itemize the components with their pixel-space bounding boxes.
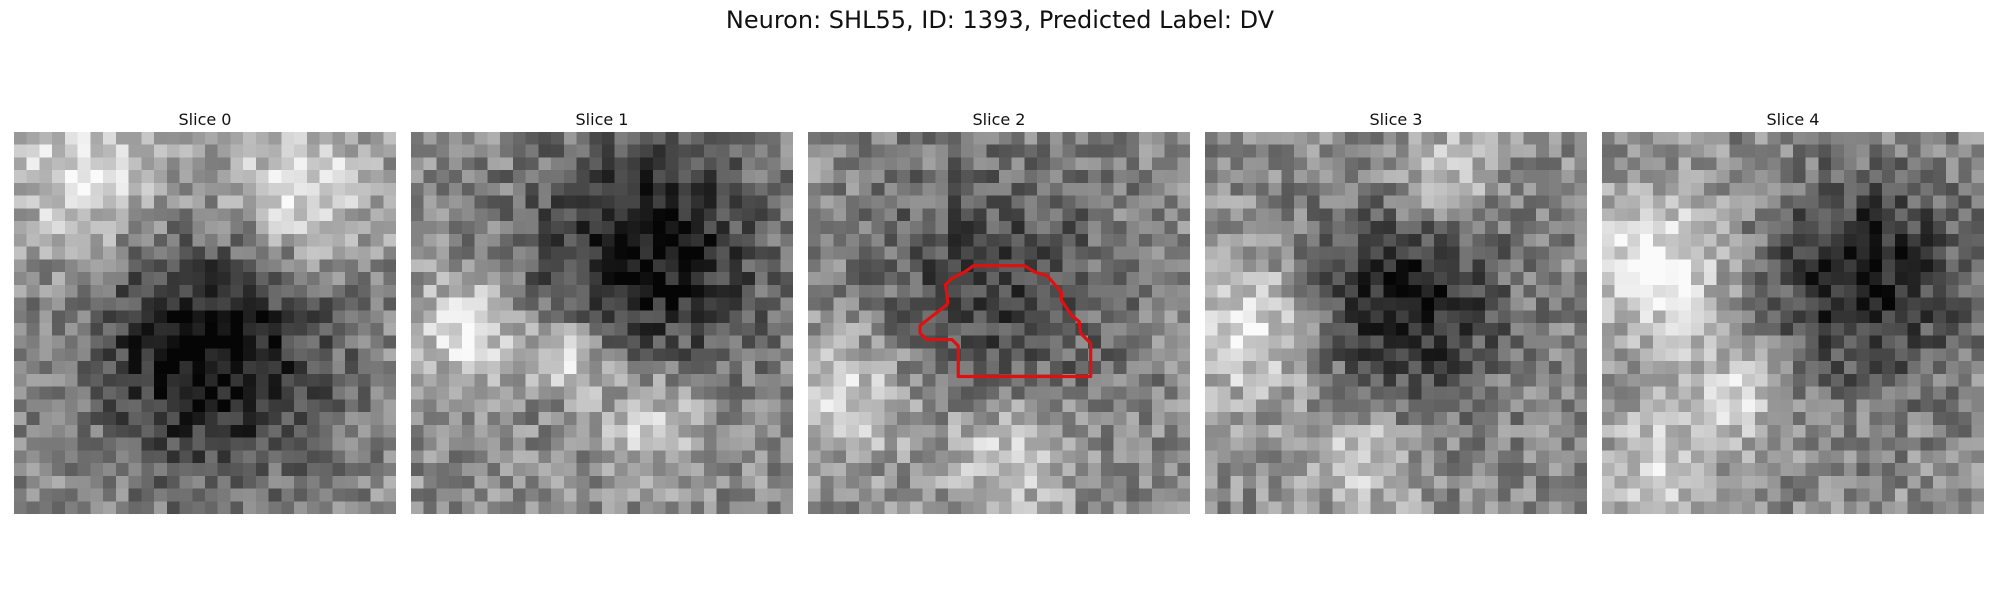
slice-image-2	[808, 132, 1190, 514]
figure-title: Neuron: SHL55, ID: 1393, Predicted Label…	[725, 6, 1275, 34]
slice-panel-0: Slice 0	[14, 108, 396, 514]
slice-panel-4: Slice 4	[1602, 108, 1984, 514]
slice-image-0	[14, 132, 396, 514]
pixel-grid	[14, 132, 396, 514]
slice-image-3	[1205, 132, 1587, 514]
slice-title: Slice 1	[575, 110, 629, 129]
slice-title: Slice 2	[972, 110, 1026, 129]
slice-panel-1: Slice 1	[411, 108, 793, 514]
slice-title: Slice 0	[178, 110, 232, 129]
slice-title: Slice 3	[1369, 110, 1423, 129]
slice-image-1	[411, 132, 793, 514]
pixel-grid	[1602, 132, 1984, 514]
slice-title: Slice 4	[1766, 110, 1820, 129]
slice-image-4	[1602, 132, 1984, 514]
pixel-grid	[411, 132, 793, 514]
roi-outline	[918, 264, 1093, 379]
pixel-grid	[808, 132, 1190, 514]
slice-panel-3: Slice 3	[1205, 108, 1587, 514]
slice-panel-2: Slice 2	[808, 108, 1190, 514]
pixel-grid	[1205, 132, 1587, 514]
